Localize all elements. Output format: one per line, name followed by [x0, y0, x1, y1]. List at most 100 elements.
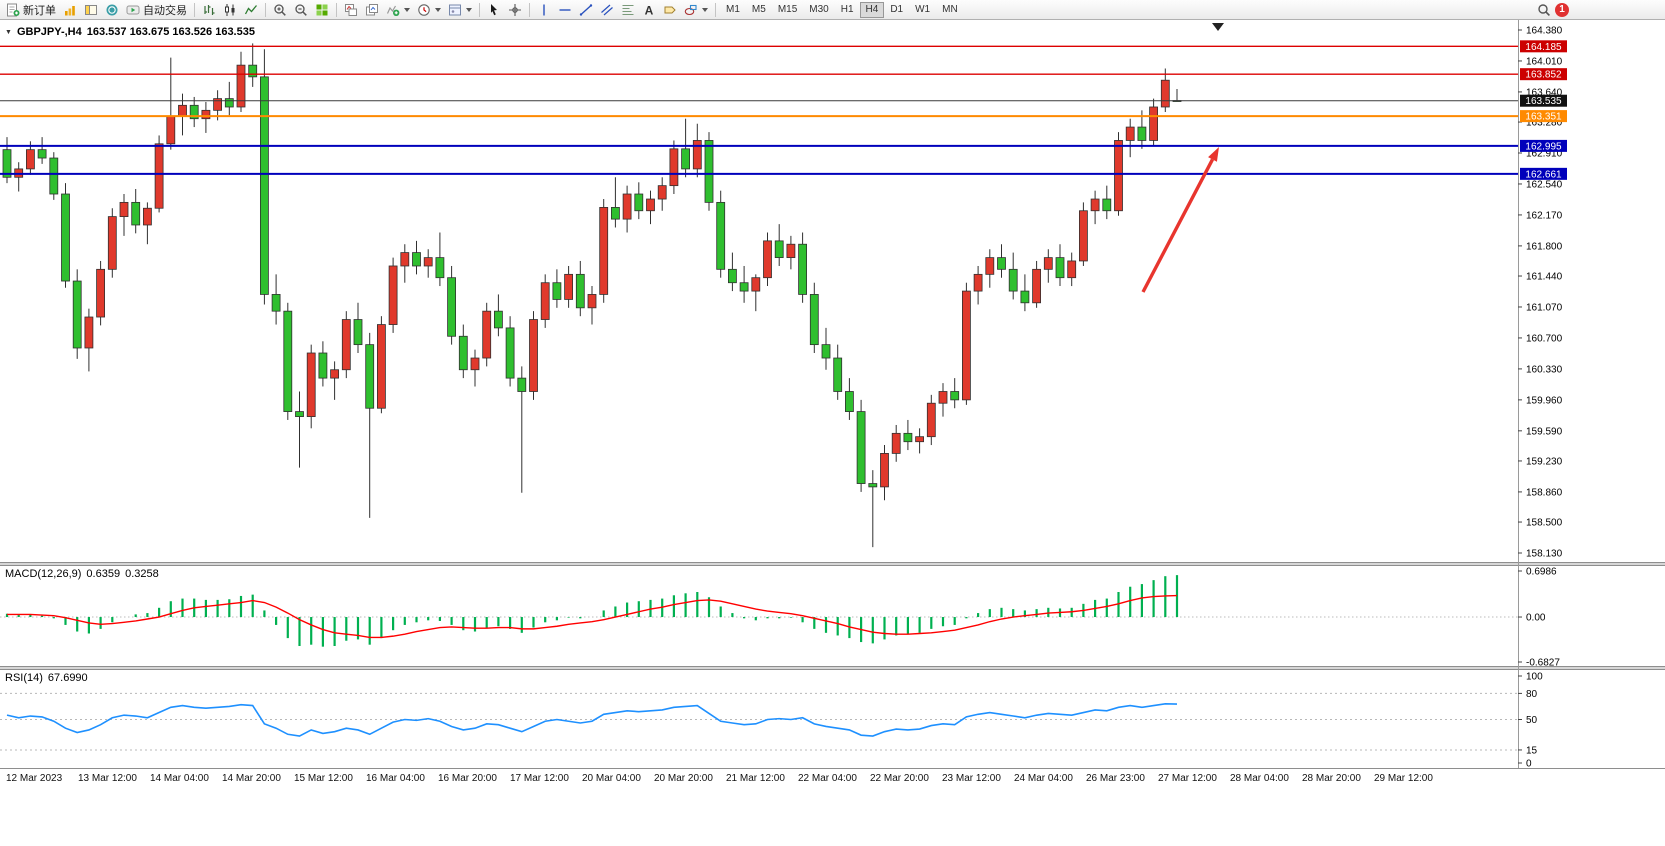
chart-shift-marker[interactable]	[1212, 23, 1224, 31]
price-axis-label: 164.010	[1526, 56, 1563, 67]
chart-canvas[interactable]: 164.380 164.010 163.640 163.280 162.910 162.5…	[0, 20, 1665, 841]
text-button[interactable]: A	[639, 1, 659, 19]
hline-icon	[559, 8, 571, 11]
time-axis-label: 20 Mar 04:00	[582, 773, 641, 784]
price-badge-label: 163.351	[1525, 112, 1562, 123]
shapes-icon	[684, 4, 697, 15]
timeframe-m30[interactable]: M30	[803, 2, 834, 18]
timeframe-h1[interactable]: H1	[835, 2, 860, 18]
time-axis-label: 12 Mar 2023	[6, 773, 63, 784]
price-axis-label: 159.960	[1526, 395, 1563, 406]
auto-trading-icon	[126, 5, 140, 14]
line-chart-button[interactable]	[241, 1, 261, 19]
cursor-button[interactable]	[484, 1, 504, 19]
macd-signal-line	[7, 594, 1178, 639]
zoom-out-button[interactable]	[291, 1, 311, 19]
macd-axis-label: 0.00	[1526, 613, 1546, 624]
tile-windows-icon	[316, 4, 328, 15]
trendline-icon	[579, 3, 593, 16]
price-badge	[1520, 167, 1567, 180]
bar-chart-button[interactable]	[199, 1, 219, 19]
crosshair-icon	[509, 3, 521, 16]
toolbar-separator	[265, 2, 266, 17]
cascade-charts-button[interactable]	[362, 1, 382, 19]
price-badge	[1520, 40, 1567, 53]
cascade-charts-icon	[366, 3, 378, 15]
price-badge	[1520, 94, 1567, 107]
time-axis-label: 28 Mar 20:00	[1302, 773, 1361, 784]
price-axis-label: 164.380	[1526, 26, 1563, 37]
panel-splitter[interactable]	[0, 562, 1665, 565]
fibonacci-icon	[622, 4, 634, 15]
timeframe-h4[interactable]: H4	[859, 1, 885, 18]
arrange-charts-button[interactable]	[341, 1, 361, 19]
timeframe-mn[interactable]: MN	[936, 2, 964, 18]
time-axis-label: 27 Mar 12:00	[1158, 773, 1217, 784]
timeframe-m15[interactable]: M15	[772, 2, 803, 18]
rsi-axis-label: 0	[1526, 759, 1532, 770]
trend-arrow-annotation[interactable]	[1141, 147, 1219, 293]
bar-chart-icon	[204, 4, 215, 15]
channel-icon	[601, 4, 613, 15]
template-button[interactable]	[445, 1, 475, 19]
text-label-button[interactable]	[660, 1, 680, 19]
macd-panel[interactable]: 0.6986 0.00 -0.6827	[0, 567, 1560, 669]
terminal-icon	[106, 4, 118, 15]
rsi-axis-label: 80	[1526, 689, 1538, 700]
chevron-down-icon	[466, 7, 472, 12]
trendline-button[interactable]	[576, 1, 596, 19]
price-axis-label: 161.800	[1526, 241, 1563, 252]
market-watch-button[interactable]	[60, 1, 80, 19]
candles-layer[interactable]	[2, 43, 1182, 548]
time-axis-label: 28 Mar 04:00	[1230, 773, 1289, 784]
price-badge-label: 164.185	[1525, 42, 1562, 53]
price-axis-label: 163.640	[1526, 87, 1563, 98]
period-icon	[418, 3, 430, 16]
new-order-icon	[7, 3, 20, 16]
zoom-out-icon	[295, 3, 307, 16]
price-axis-label: 158.130	[1526, 549, 1563, 560]
time-axis-label: 15 Mar 12:00	[294, 773, 353, 784]
fibonacci-button[interactable]	[618, 1, 638, 19]
crosshair-button[interactable]	[505, 1, 525, 19]
shapes-button[interactable]	[681, 1, 711, 19]
toolbar-separator	[336, 2, 337, 17]
notification-badge[interactable]: 1	[1555, 2, 1569, 17]
rsi-axis-label: 50	[1526, 715, 1538, 726]
rsi-panel[interactable]: 100 80 50 15 0	[0, 672, 1543, 770]
auto-trading-button[interactable]: 自动交易	[123, 1, 190, 19]
add-indicator-button[interactable]	[383, 1, 413, 19]
navigator-button[interactable]	[81, 1, 101, 19]
chevron-down-icon	[702, 7, 708, 12]
tile-windows-button[interactable]	[312, 1, 332, 19]
label-icon	[664, 6, 676, 13]
time-axis[interactable]: 12 Mar 2023 13 Mar 12:00 14 Mar 04:00 14 Ma…	[6, 773, 1433, 784]
candlestick-button[interactable]	[220, 1, 240, 19]
price-badge-label: 162.995	[1525, 141, 1562, 152]
terminal-button[interactable]	[102, 1, 122, 19]
template-icon	[449, 4, 461, 15]
time-axis-label: 16 Mar 20:00	[438, 773, 497, 784]
time-axis-label: 22 Mar 04:00	[798, 773, 857, 784]
horizontal-line-button[interactable]	[555, 1, 575, 19]
timeframe-w1[interactable]: W1	[909, 2, 936, 18]
vertical-line-button[interactable]	[534, 1, 554, 19]
add-indicator-icon	[386, 5, 400, 16]
price-axis-label: 158.860	[1526, 487, 1563, 498]
timeframe-d1[interactable]: D1	[884, 2, 909, 18]
search-button[interactable]	[1534, 1, 1554, 19]
new-order-button[interactable]: 新订单	[3, 1, 59, 19]
macd-axis-label: -0.6827	[1526, 658, 1560, 669]
panel-splitter[interactable]	[0, 666, 1665, 669]
channel-button[interactable]	[597, 1, 617, 19]
period-button[interactable]	[414, 1, 444, 19]
price-axis[interactable]: 164.380 164.010 163.640 163.280 162.910 162.5…	[1518, 26, 1567, 560]
timeframe-m1[interactable]: M1	[720, 2, 746, 18]
timeframe-m5[interactable]: M5	[746, 2, 772, 18]
navigator-icon	[85, 4, 97, 15]
line-chart-icon	[244, 4, 257, 14]
macd-axis-label: 0.6986	[1526, 567, 1557, 578]
vline-icon	[543, 4, 545, 15]
zoom-in-button[interactable]	[270, 1, 290, 19]
